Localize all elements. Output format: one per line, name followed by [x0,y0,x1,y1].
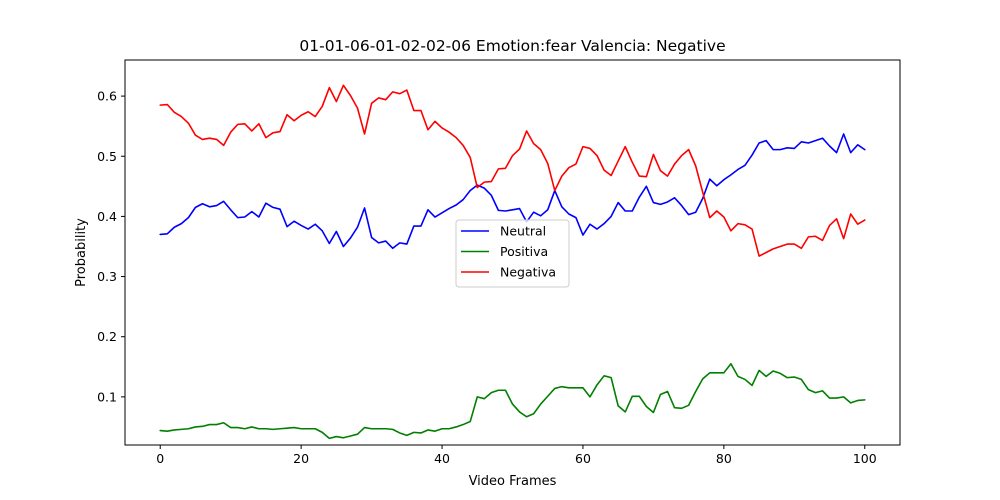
x-tick-label: 20 [293,451,309,466]
y-axis-label: Probability [74,218,89,287]
plot-frame [124,59,901,446]
y-tick-label: 0.1 [97,389,117,404]
x-tick-label: 40 [434,451,450,466]
series-line-negativa [159,84,866,257]
legend-box [455,219,570,288]
y-tick-label: 0.5 [97,149,117,164]
x-tick-label: 100 [853,451,877,466]
legend-label-positiva: Positiva [500,244,548,259]
legend-label-neutral: Neutral [500,224,546,239]
legend: Neutral Positiva Negativa [455,219,570,288]
x-tick-label: 0 [156,451,164,466]
x-axis: 0 20 40 60 80 100 [156,445,877,466]
y-tick-label: 0.6 [97,89,117,104]
y-tick-label: 0.3 [97,269,117,284]
series-line-positiva [159,362,866,440]
y-tick-label: 0.4 [97,209,117,224]
y-axis: 0.1 0.2 0.3 0.4 0.5 0.6 [97,89,125,404]
y-tick-label: 0.2 [97,329,117,344]
series-layer [159,84,866,440]
x-tick-label: 60 [575,451,591,466]
chart-title: 01-01-06-01-02-02-06 Emotion:fear Valenc… [299,37,725,55]
x-tick-label: 80 [716,451,732,466]
series-line-neutral [159,133,866,250]
x-axis-label: Video Frames [469,474,557,489]
legend-label-negativa: Negativa [500,265,556,280]
